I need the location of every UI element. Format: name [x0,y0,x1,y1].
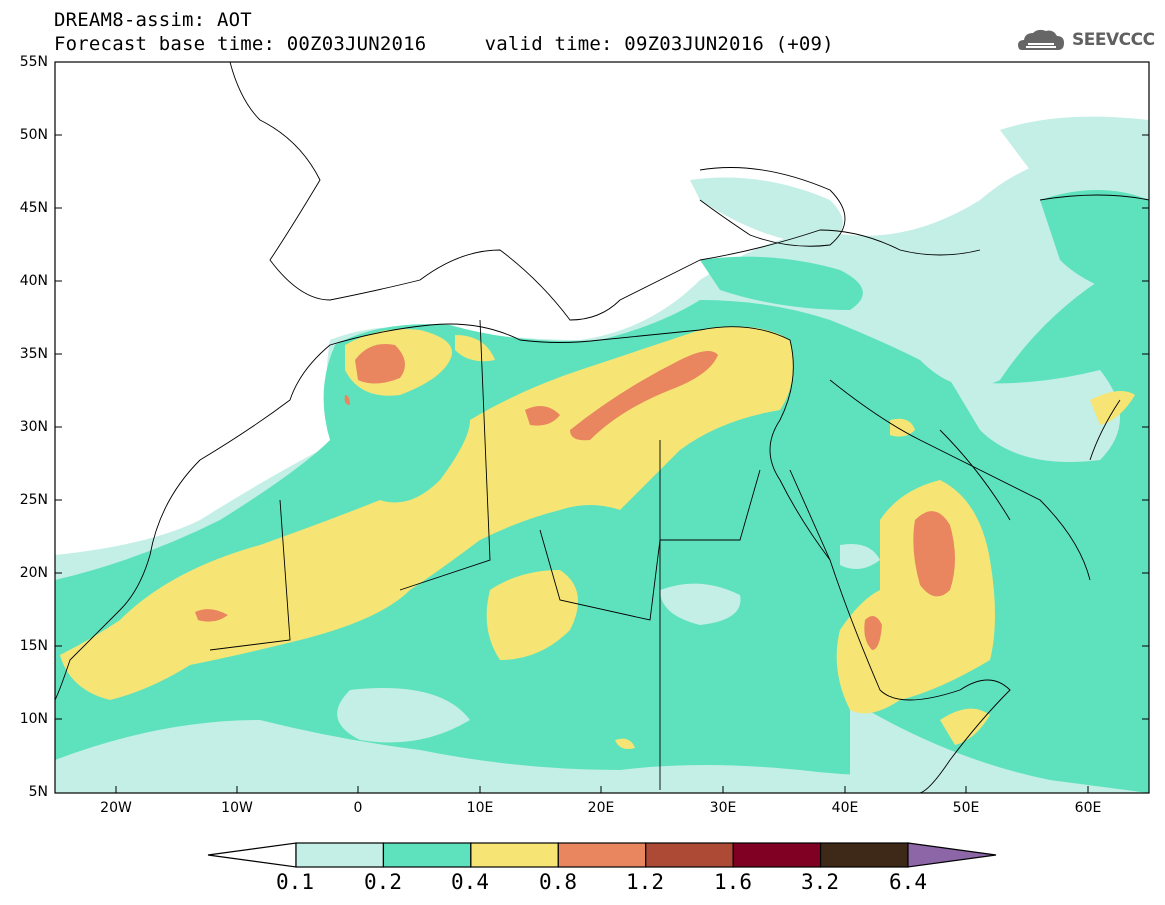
colorbar-label: 0.2 [364,870,402,894]
colorbar-label: 0.1 [276,870,314,894]
colorbar-cell [295,842,385,868]
colorbar-cell [645,842,734,868]
lat-label: 25N [19,492,48,508]
lon-label: 60E [1074,800,1102,816]
lat-label: 55N [19,54,48,70]
lat-label: 20N [19,565,48,581]
lat-label: 15N [19,638,48,654]
lat-label: 30N [19,419,48,435]
lon-label: 20W [100,800,132,816]
colorbar-cell [819,842,909,868]
colorbar-cell-max [907,842,997,868]
cloud-icon [1018,29,1064,50]
lat-label: 5N [28,784,48,800]
map-title: DREAM8-assim: AOT [54,9,252,31]
lon-label: 20E [587,800,615,816]
lon-label: 50E [952,800,980,816]
colorbar-label: 0.8 [539,870,577,894]
axis-ticks [55,61,1149,793]
forecast-time-line: Forecast base time: 00Z03JUN2016 valid t… [54,33,834,55]
colorbar-cell [557,842,647,868]
colorbar-cell [382,842,472,868]
coastlines [55,62,1149,793]
colorbar-label: 1.6 [714,870,752,894]
colorbar-cell [732,842,822,868]
lon-label: 10E [466,800,494,816]
lat-label: 50N [19,127,48,143]
lon-label: 30E [709,800,737,816]
colorbar-label: 6.4 [889,870,927,894]
lat-label: 40N [19,273,48,289]
colorbar-cell-min [207,842,297,868]
colorbar-label: 0.4 [451,870,489,894]
lat-label: 45N [19,200,48,216]
lat-label: 35N [19,346,48,362]
colorbar-cell [470,842,559,868]
logo-text: SEEVCCC [1072,30,1155,50]
colorbar-label: 3.2 [801,870,839,894]
aot-map [54,61,1150,794]
aot-fields [55,116,1149,793]
colorbar-label: 1.2 [626,870,664,894]
lat-label: 10N [19,711,48,727]
lon-label: 40E [831,800,859,816]
lon-label: 0 [353,800,363,816]
lon-label: 10W [221,800,253,816]
